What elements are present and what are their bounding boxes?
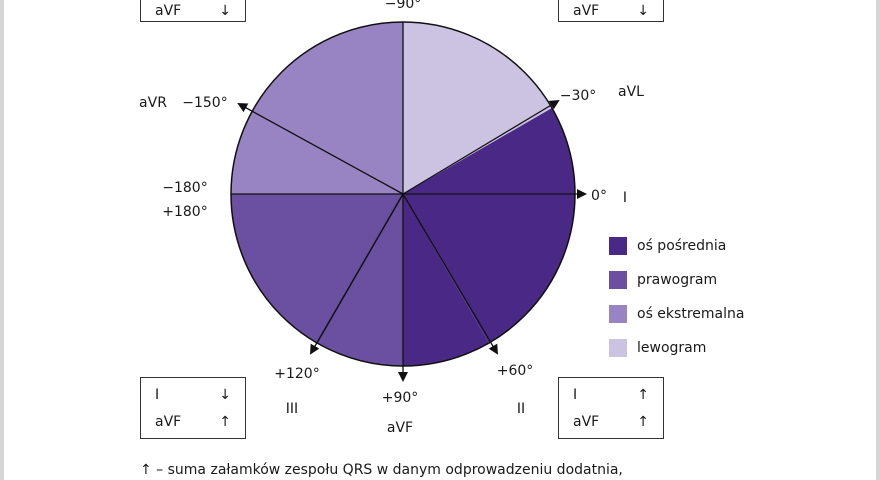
label-zero: 0° [591, 188, 607, 204]
sector-os-posrednia [403, 108, 576, 343]
box-lead: aVF [573, 3, 600, 19]
sector-os-posrednia-aVF [403, 194, 489, 366]
legend-item-prawogram: prawogram [609, 263, 744, 297]
axis-arrow-minus30 [402, 99, 560, 195]
label-lead-aVF: aVF [387, 420, 413, 436]
label-plus120: +120° [274, 366, 319, 382]
box-lead: aVF [155, 414, 182, 430]
lead-box-top-right: aVF ↓ [558, 0, 664, 22]
legend: oś pośrednia prawogram oś ekstremalna le… [609, 229, 744, 365]
legend-item-lewogram: lewogram [609, 331, 744, 365]
legend-item-os-posrednia: oś pośrednia [609, 229, 744, 263]
label-aVR: aVR [139, 95, 167, 111]
label-lead-I: I [623, 190, 627, 206]
legend-label: oś pośrednia [637, 238, 727, 254]
label-minus150: −150° [182, 95, 227, 111]
label-plus60: +60° [497, 363, 534, 379]
axis-arrow-60 [402, 193, 499, 355]
sector-prawogram [231, 194, 403, 366]
footnote: ↑ – suma załamków zespołu QRS w danym od… [140, 462, 623, 478]
sector-lewogram [403, 22, 552, 194]
box-lead: aVF [573, 414, 600, 430]
label-minus180: −180° [162, 180, 207, 196]
label-aVL: aVL [618, 84, 644, 100]
page-frame-right [876, 0, 880, 480]
label-minus90: −90° [385, 0, 422, 12]
legend-swatch [609, 271, 627, 289]
lead-box-top-left: aVF ↓ [140, 0, 246, 22]
down-arrow-icon: ↓ [219, 3, 231, 19]
up-arrow-icon: ↑ [219, 414, 231, 430]
axis-arrow-minus150 [237, 103, 404, 195]
page-frame-left [0, 0, 4, 480]
down-arrow-icon: ↓ [219, 387, 231, 403]
lead-box-bottom-left: I ↓ aVF ↑ [140, 377, 246, 439]
up-arrow-icon: ↑ [637, 414, 649, 430]
lead-box-bottom-right: I ↑ aVF ↑ [558, 377, 664, 439]
down-arrow-icon: ↓ [637, 3, 649, 19]
axis-arrow-120 [309, 193, 404, 355]
legend-label: oś ekstremalna [637, 306, 745, 322]
sector-os-ekstremalna [231, 22, 403, 194]
label-plus180: +180° [162, 204, 207, 220]
legend-label: prawogram [637, 272, 718, 288]
legend-swatch [609, 237, 627, 255]
box-lead: I [573, 387, 578, 403]
up-arrow-icon: ↑ [637, 387, 649, 403]
legend-swatch [609, 339, 627, 357]
label-plus90: +90° [382, 390, 419, 406]
legend-swatch [609, 305, 627, 323]
label-lead-II: II [517, 401, 525, 417]
box-lead: I [155, 387, 160, 403]
label-minus30: −30° [560, 88, 597, 104]
legend-item-os-ekstremalna: oś ekstremalna [609, 297, 744, 331]
box-lead: aVF [155, 3, 182, 19]
legend-label: lewogram [637, 340, 707, 356]
label-lead-III: III [286, 401, 298, 417]
